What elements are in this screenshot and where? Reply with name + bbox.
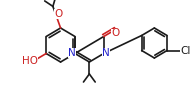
Text: N: N <box>68 48 76 57</box>
Text: Cl: Cl <box>180 46 191 55</box>
Text: O: O <box>111 28 120 38</box>
Text: N: N <box>102 48 110 57</box>
Text: O: O <box>54 9 63 19</box>
Text: HO: HO <box>22 55 38 65</box>
